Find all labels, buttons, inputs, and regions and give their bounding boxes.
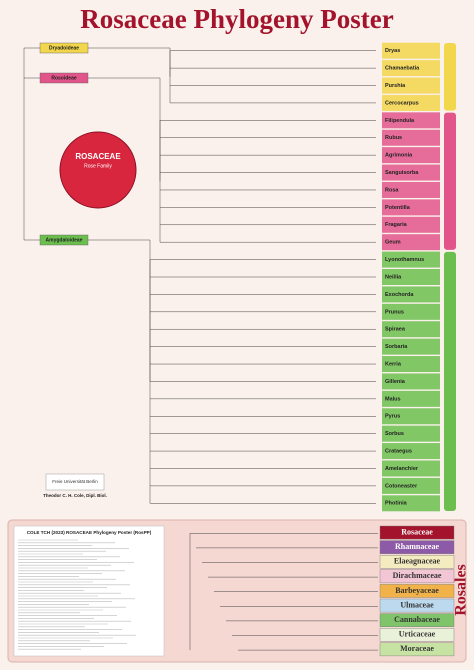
genus-box: [382, 147, 440, 164]
genus-label: Sorbus: [385, 431, 404, 437]
family-box: [379, 525, 455, 540]
family-label: Barbeyaceae: [395, 586, 439, 595]
family-label: Elaeagnaceae: [394, 557, 441, 566]
genus-box: [382, 286, 440, 303]
genus-box: [382, 390, 440, 407]
family-label: Ulmaceae: [400, 600, 434, 609]
circle-name: ROSACEAE: [75, 152, 121, 161]
genus-label: Exochorda: [385, 292, 414, 298]
genus-label: Cotoneaster: [385, 483, 418, 489]
genus-box: [382, 268, 440, 286]
family-label: Rhamnaceae: [395, 542, 439, 551]
genus-label: Neillia: [385, 274, 402, 280]
genus-label: Geum: [385, 240, 401, 246]
genus-box: [382, 234, 440, 251]
genus-label: Crataegus: [385, 449, 412, 455]
family-box: [379, 613, 455, 627]
family-box: [379, 642, 455, 657]
family-box: [379, 540, 455, 554]
genus-label: Fragaria: [385, 222, 408, 228]
genus-box: [382, 460, 440, 477]
tab: [444, 43, 456, 111]
genus-label: Rosa: [385, 187, 399, 193]
family-label: Moraceae: [400, 644, 434, 653]
genus-box: [382, 129, 440, 146]
family-box: [379, 569, 455, 584]
genus-box: [382, 251, 440, 268]
genus-box: [382, 477, 440, 494]
genus-label: Lyonothamnus: [385, 257, 424, 263]
genus-box: [382, 112, 440, 129]
family-box: [379, 555, 455, 569]
family-label: Cannabaceae: [394, 615, 440, 624]
author-name: Theodor C. H. Cole, Dipl. Biol.: [43, 493, 107, 498]
genus-label: Sorbaria: [385, 344, 408, 350]
genus-box: [382, 42, 440, 59]
subfamily-label: Dryadoideae: [49, 45, 79, 51]
tab: [444, 251, 456, 511]
order-label: Rosales: [453, 564, 470, 616]
genus-box: [382, 77, 440, 94]
subfamily-label: Rosoideae: [51, 75, 77, 81]
citation: COLE TCH (2023) ROSACEAE Phylogeny Poste…: [27, 530, 152, 535]
genus-box: [382, 495, 440, 512]
genus-label: Purshia: [385, 83, 406, 89]
tab: [444, 112, 456, 250]
family-box: [379, 598, 455, 613]
info-box: [13, 525, 165, 657]
genus-box: [382, 216, 440, 233]
genus-box: [382, 373, 440, 390]
genus-box: [382, 303, 440, 320]
genus-box: [382, 338, 440, 355]
genus-box: [382, 181, 440, 198]
genus-label: Potentilla: [385, 205, 411, 211]
genus-label: Pyrus: [385, 414, 400, 420]
genus-label: Chamaebatia: [385, 66, 420, 72]
genus-label: Filipendula: [385, 118, 415, 124]
genus-label: Agrimonia: [385, 153, 413, 159]
genus-box: [382, 408, 440, 425]
genus-label: Prunus: [385, 309, 404, 315]
family-label: Dirachmaceae: [393, 571, 442, 580]
genus-box: [382, 94, 440, 111]
genus-box: [382, 321, 440, 338]
genus-box: [382, 199, 440, 216]
family-label: Rosaceae: [401, 527, 433, 536]
title: Rosaceae Phylogeny Poster: [80, 4, 393, 34]
circle-common: Rose Family: [84, 163, 112, 169]
genus-label: Malus: [385, 396, 401, 402]
subfamily-label: Amygdaloideae: [46, 237, 83, 243]
genus-box: [382, 164, 440, 181]
genus-label: Amelanchier: [385, 466, 419, 472]
genus-box: [382, 356, 440, 373]
genus-box: [382, 443, 440, 460]
genus-box: [382, 425, 440, 442]
genus-label: Spiraea: [385, 327, 406, 333]
genus-label: Kerria: [385, 361, 402, 367]
genus-label: Gillenia: [385, 379, 406, 385]
genus-box: [382, 60, 440, 77]
family-circle: [59, 131, 137, 209]
family-label: Urticaceae: [399, 630, 436, 639]
family-box: [379, 628, 455, 642]
genus-label: Cercocarpus: [385, 100, 419, 106]
university: Freie Universität Berlin: [52, 479, 98, 484]
family-box: [379, 584, 455, 598]
genus-label: Dryas: [385, 48, 400, 54]
logo: [45, 473, 105, 491]
genus-label: Rubus: [385, 135, 402, 141]
genus-label: Sanguisorba: [385, 170, 419, 176]
genus-label: Photinia: [385, 501, 408, 507]
